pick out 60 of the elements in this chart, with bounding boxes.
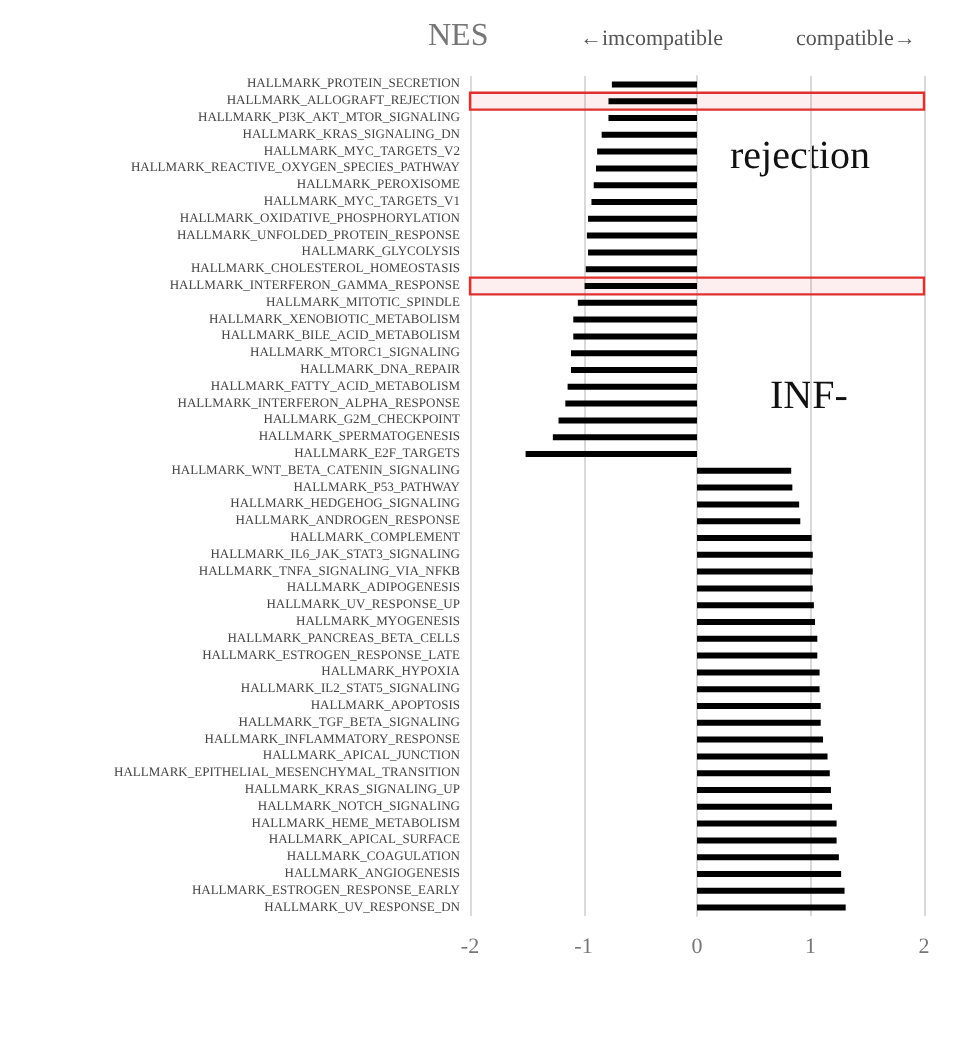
bar (697, 904, 846, 911)
bar (697, 820, 837, 827)
bar (571, 350, 697, 357)
bar (595, 165, 697, 172)
bar (608, 98, 697, 105)
bar (697, 635, 818, 642)
bar (697, 787, 831, 793)
bar (697, 686, 820, 693)
text: ←imcompatible (580, 27, 724, 51)
annotation: rejection (730, 134, 870, 178)
bar (573, 333, 697, 340)
bar (588, 215, 697, 222)
bar (697, 535, 812, 541)
bar (697, 770, 830, 777)
bar (697, 887, 845, 894)
bar (567, 383, 697, 390)
bar (697, 518, 801, 525)
bar (565, 400, 697, 407)
x-tick-label: 1 (805, 935, 816, 959)
annotation: INF- (770, 374, 848, 418)
text: compatible→ (796, 27, 916, 51)
x-axis-title: NES (428, 19, 489, 53)
x-tick-label: -1 (574, 935, 593, 959)
bar (611, 81, 697, 88)
bar (584, 283, 697, 289)
bar (608, 115, 697, 121)
bar (697, 837, 837, 844)
bar (697, 568, 813, 575)
bar (697, 602, 814, 609)
bar (697, 871, 842, 877)
bar (586, 232, 697, 239)
x-tick-label: 0 (691, 935, 704, 959)
bar (697, 467, 792, 474)
bar (558, 417, 697, 424)
bar (588, 249, 697, 256)
bar (577, 299, 697, 306)
bar (571, 367, 697, 373)
bar (697, 551, 813, 558)
bar (697, 803, 833, 810)
bar (697, 703, 821, 709)
bar (601, 131, 697, 138)
bar (597, 148, 697, 155)
bar (591, 199, 697, 205)
bar (593, 182, 697, 189)
bar (697, 669, 820, 676)
bar (552, 434, 697, 441)
bar (697, 501, 800, 508)
bar (573, 316, 697, 323)
bar (697, 585, 813, 592)
bar (525, 451, 697, 457)
bar (697, 484, 793, 491)
bar (697, 736, 823, 743)
x-tick-label: -2 (460, 935, 480, 959)
x-tick-label: 2 (918, 935, 930, 959)
bar (697, 719, 821, 726)
bar (585, 266, 697, 273)
bar (697, 652, 818, 659)
bar (697, 854, 839, 861)
bar (697, 753, 828, 760)
bar (697, 619, 816, 625)
